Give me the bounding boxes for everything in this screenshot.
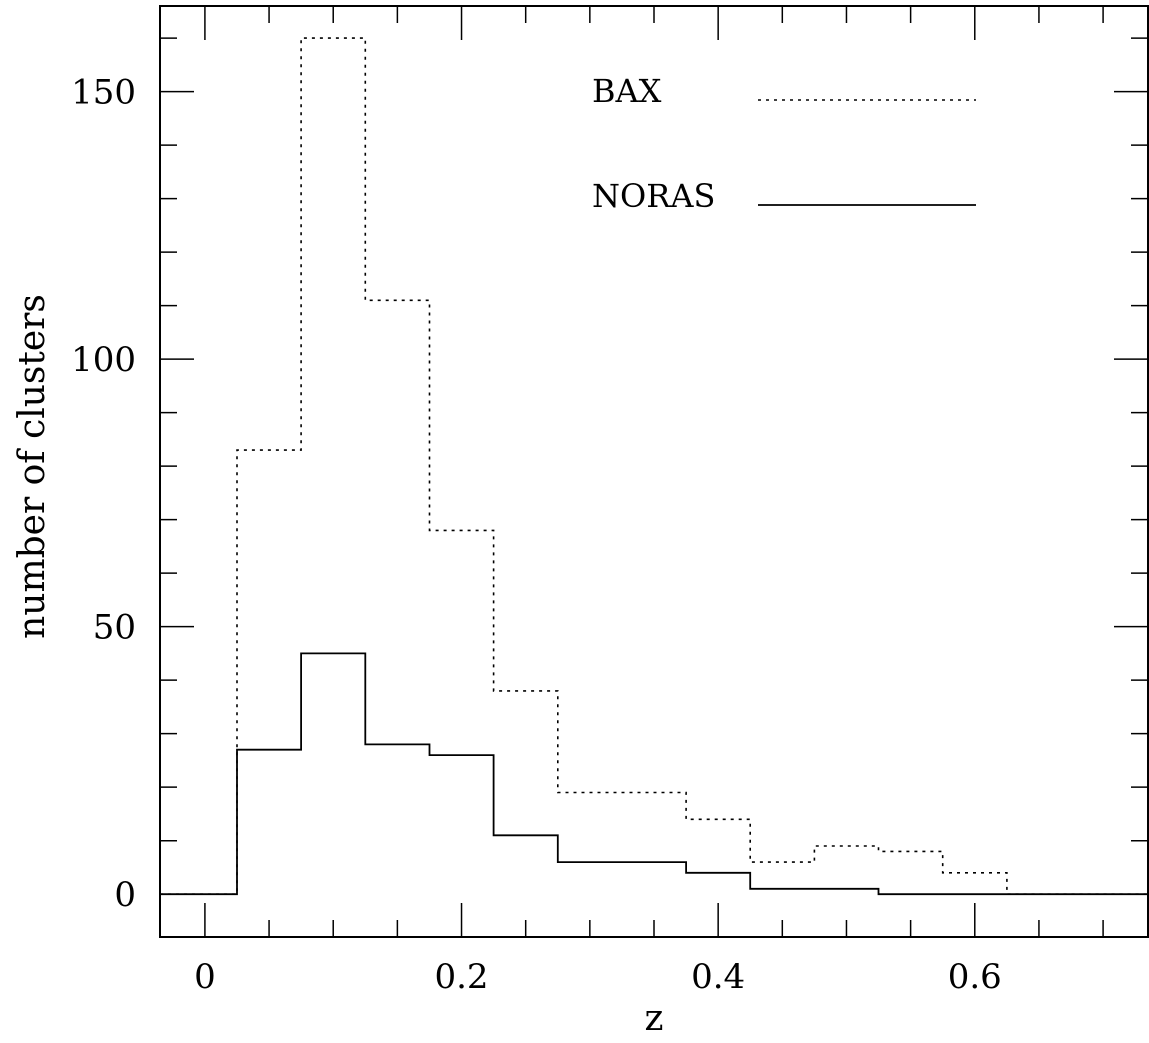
histogram-series	[160, 37, 1148, 896]
y-tick-label: 50	[93, 608, 136, 648]
series-bax-line	[160, 37, 1148, 895]
x-tick-label: 0.6	[948, 957, 1002, 997]
y-axis-title: number of clusters	[12, 294, 53, 639]
series-noras-line	[160, 652, 1148, 896]
plot-frame	[159, 5, 1149, 938]
legend: BAX NORAS	[592, 72, 976, 215]
legend-label-bax: BAX	[592, 72, 662, 110]
legend-label-noras: NORAS	[592, 177, 715, 215]
x-tick-label: 0.2	[434, 957, 488, 997]
x-tick-label: 0	[194, 957, 216, 997]
tick-marks	[160, 6, 1148, 937]
x-axis-title: z	[645, 998, 664, 1038]
y-tick-label: 0	[114, 875, 136, 915]
y-tick-label: 100	[71, 340, 136, 380]
tick-labels: 0 0.2 0.4 0.6 0 50 100 150	[71, 73, 1002, 997]
x-tick-label: 0.4	[691, 957, 745, 997]
y-tick-label: 150	[71, 73, 136, 113]
